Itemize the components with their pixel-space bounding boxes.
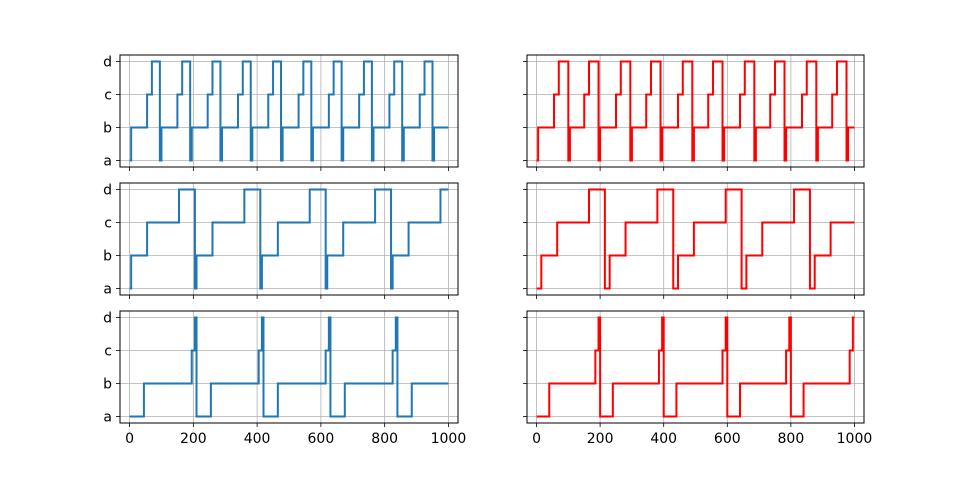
axes-frame — [119, 310, 459, 424]
series-line-row3-right — [536, 316, 855, 418]
subplot-row1-right — [523, 54, 865, 171]
series-line-row1-right — [536, 60, 855, 162]
x-tick-label-800: 800 — [778, 431, 805, 447]
subplot-row3-left: a b c d 0 200 400 600 800 1000 — [103, 310, 467, 447]
y-tick-label-a: a — [103, 410, 112, 426]
series-line-row1-left — [129, 60, 449, 162]
y-tick-label-d: d — [103, 183, 112, 199]
subplot-row2-left: a b c d — [103, 182, 459, 299]
axes-frame — [119, 182, 459, 296]
axes-frame — [526, 54, 865, 168]
x-tick-label-400: 400 — [244, 431, 271, 447]
subplot-row2-right — [523, 182, 865, 299]
x-tick-label-0: 0 — [532, 431, 541, 447]
y-tick-label-d: d — [103, 55, 112, 71]
subplot-row3-right: 0 200 400 600 800 1000 — [523, 310, 873, 447]
x-tick-label-600: 600 — [714, 431, 741, 447]
y-tick-label-c: c — [104, 88, 112, 104]
series-line-row3-left — [129, 316, 449, 418]
subplot-row1-left: a b c d — [103, 54, 459, 171]
y-tick-label-b: b — [103, 249, 112, 265]
x-tick-label-200: 200 — [180, 431, 207, 447]
x-tick-label-200: 200 — [587, 431, 614, 447]
x-tick-label-1000: 1000 — [837, 431, 873, 447]
y-tick-label-b: b — [103, 377, 112, 393]
x-tick-label-1000: 1000 — [431, 431, 467, 447]
axes-frame — [526, 182, 865, 296]
x-tick-label-800: 800 — [371, 431, 398, 447]
y-tick-label-d: d — [103, 311, 112, 327]
y-tick-label-c: c — [104, 344, 112, 360]
x-tick-label-0: 0 — [125, 431, 134, 447]
y-tick-label-a: a — [103, 282, 112, 298]
y-tick-label-c: c — [104, 216, 112, 232]
series-line-row2-left — [129, 188, 449, 290]
axes-frame — [526, 310, 865, 424]
series-line-row2-right — [536, 188, 855, 290]
y-tick-label-b: b — [103, 121, 112, 137]
x-tick-label-600: 600 — [308, 431, 335, 447]
axes-frame — [119, 54, 459, 168]
x-tick-label-400: 400 — [650, 431, 677, 447]
y-tick-label-a: a — [103, 154, 112, 170]
